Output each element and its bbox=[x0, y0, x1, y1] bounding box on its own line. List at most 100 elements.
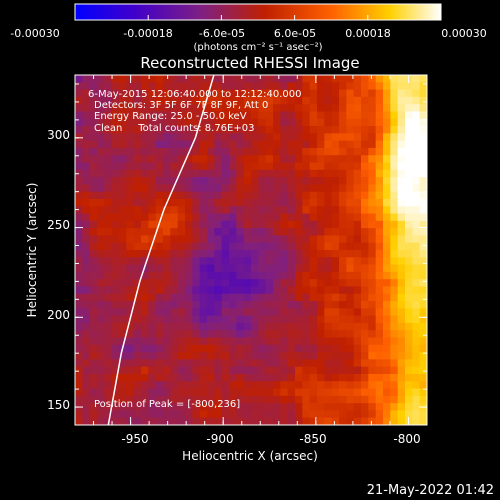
heatmap-cell bbox=[397, 388, 406, 397]
heatmap-cell bbox=[375, 147, 384, 156]
heatmap-cell bbox=[236, 410, 245, 419]
heatmap-cell bbox=[170, 118, 179, 127]
heatmap-cell bbox=[75, 352, 83, 360]
colorbar-ticks bbox=[74, 15, 442, 20]
heatmap-cell bbox=[243, 257, 252, 266]
heatmap-cell bbox=[309, 279, 318, 288]
heatmap-cell bbox=[104, 191, 113, 200]
heatmap-cell bbox=[221, 417, 230, 425]
heatmap-cell bbox=[419, 89, 427, 98]
heatmap-cell bbox=[97, 126, 105, 134]
heatmap-cell bbox=[207, 155, 215, 164]
heatmap-cell bbox=[419, 147, 427, 156]
heatmap-cell bbox=[163, 111, 171, 120]
heatmap-cell bbox=[390, 308, 399, 317]
heatmap-cell bbox=[82, 89, 91, 98]
heatmap-cell bbox=[199, 344, 208, 353]
heatmap-cell bbox=[287, 96, 296, 105]
heatmap-cell bbox=[258, 220, 267, 229]
heatmap-cell bbox=[295, 330, 303, 339]
heatmap-cell bbox=[295, 403, 303, 412]
heatmap-cell bbox=[339, 366, 347, 375]
heatmap-cell bbox=[287, 410, 296, 419]
heatmap-cell bbox=[75, 388, 83, 397]
heatmap-cell bbox=[221, 82, 230, 91]
heatmap-cell bbox=[412, 264, 421, 273]
heatmap-cell bbox=[295, 388, 303, 397]
heatmap-cell bbox=[170, 388, 179, 397]
heatmap-cell bbox=[155, 337, 164, 346]
heatmap-cell bbox=[207, 89, 215, 98]
heatmap-cell bbox=[82, 301, 91, 309]
heatmap-cell bbox=[89, 308, 98, 317]
heatmap-cell bbox=[214, 96, 223, 105]
heatmap-cell bbox=[265, 250, 274, 258]
heatmap-cell bbox=[148, 373, 157, 382]
heatmap-cell bbox=[324, 322, 333, 331]
heatmap-cell bbox=[75, 104, 83, 113]
heatmap-cell bbox=[375, 111, 384, 120]
heatmap-cell bbox=[133, 395, 142, 404]
heatmap-cell bbox=[295, 271, 303, 280]
heatmap-cell bbox=[111, 82, 120, 91]
heatmap-cell bbox=[390, 242, 399, 251]
heatmap-cell bbox=[221, 198, 230, 207]
heatmap-cell bbox=[375, 381, 384, 390]
heatmap-cell bbox=[243, 286, 252, 295]
heatmap-cell bbox=[346, 147, 355, 156]
heatmap-cell bbox=[383, 89, 391, 98]
heatmap-cell bbox=[148, 140, 157, 149]
heatmap-cell bbox=[207, 118, 215, 127]
heatmap-cell bbox=[383, 242, 391, 251]
heatmap-cell bbox=[339, 162, 347, 171]
heatmap-cell bbox=[353, 220, 362, 229]
heatmap-cell bbox=[119, 228, 127, 237]
heatmap-cell bbox=[405, 89, 413, 98]
heatmap-cell bbox=[375, 118, 384, 127]
heatmap-cell bbox=[75, 279, 83, 288]
heatmap-cell bbox=[339, 359, 347, 368]
heatmap-cell bbox=[324, 220, 333, 229]
heatmap-cell bbox=[324, 293, 333, 302]
heatmap-cell bbox=[170, 213, 179, 222]
heatmap-cell bbox=[317, 359, 325, 368]
heatmap-cell bbox=[126, 403, 135, 412]
heatmap-cell bbox=[331, 191, 340, 200]
heatmap-cell bbox=[273, 75, 281, 83]
heatmap-cell bbox=[163, 89, 171, 98]
heatmap-cell bbox=[265, 308, 274, 317]
heatmap-cell bbox=[82, 242, 91, 251]
heatmap-cell bbox=[97, 301, 105, 309]
heatmap-cell bbox=[397, 133, 406, 142]
heatmap-cell bbox=[126, 395, 135, 404]
heatmap-cell bbox=[236, 169, 245, 178]
heatmap-cell bbox=[287, 104, 296, 113]
heatmap-cell bbox=[207, 242, 215, 251]
heatmap-cell bbox=[199, 198, 208, 207]
heatmap-cell bbox=[229, 118, 237, 127]
heatmap-cell bbox=[287, 82, 296, 91]
heatmap-cell bbox=[317, 322, 325, 331]
heatmap-cell bbox=[155, 133, 164, 142]
heatmap-cell bbox=[177, 169, 186, 178]
heatmap-cell bbox=[133, 140, 142, 149]
heatmap-cell bbox=[111, 169, 120, 178]
heatmap-cell bbox=[185, 82, 193, 91]
heatmap-cell bbox=[133, 352, 142, 360]
heatmap-cell bbox=[273, 206, 281, 215]
heatmap-cell bbox=[405, 301, 413, 309]
heatmap-cell bbox=[229, 337, 237, 346]
heatmap-cell bbox=[280, 279, 289, 288]
heatmap-cell bbox=[119, 337, 127, 346]
heatmap-cell bbox=[397, 96, 406, 105]
heatmap-cell bbox=[133, 147, 142, 156]
heatmap-cell bbox=[214, 359, 223, 368]
heatmap-cell bbox=[390, 395, 399, 404]
heatmap-cell bbox=[177, 177, 186, 185]
heatmap-cell bbox=[236, 118, 245, 127]
heatmap-cell bbox=[185, 322, 193, 331]
heatmap-cell bbox=[412, 257, 421, 266]
heatmap-cell bbox=[324, 410, 333, 419]
heatmap-cell bbox=[155, 352, 164, 360]
heatmap-cell bbox=[273, 250, 281, 258]
